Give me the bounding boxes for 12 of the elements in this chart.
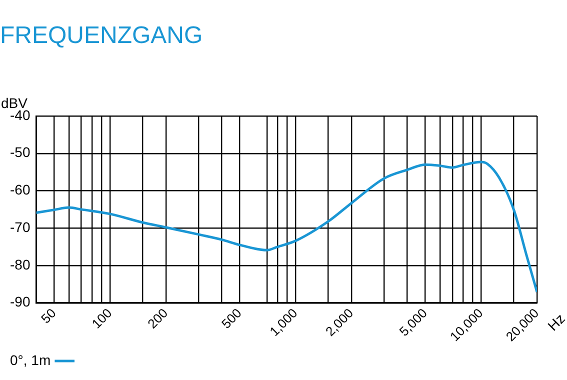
y-tick-label: -80 xyxy=(10,256,30,272)
x-tick-label: 500 xyxy=(218,305,244,332)
y-tick-label: -90 xyxy=(10,294,30,310)
y-tick-label: -60 xyxy=(10,182,30,198)
y-tick-label: -50 xyxy=(10,144,30,160)
legend-label: 0°, 1m xyxy=(10,352,51,368)
x-tick-label: 100 xyxy=(88,305,115,332)
x-axis-title: Hz xyxy=(544,310,567,334)
x-tick-label: 200 xyxy=(144,305,171,332)
chart-title: FREQUENZGANG xyxy=(0,22,203,50)
x-tick-label: 50 xyxy=(38,305,59,326)
y-tick-label: -70 xyxy=(10,218,30,235)
